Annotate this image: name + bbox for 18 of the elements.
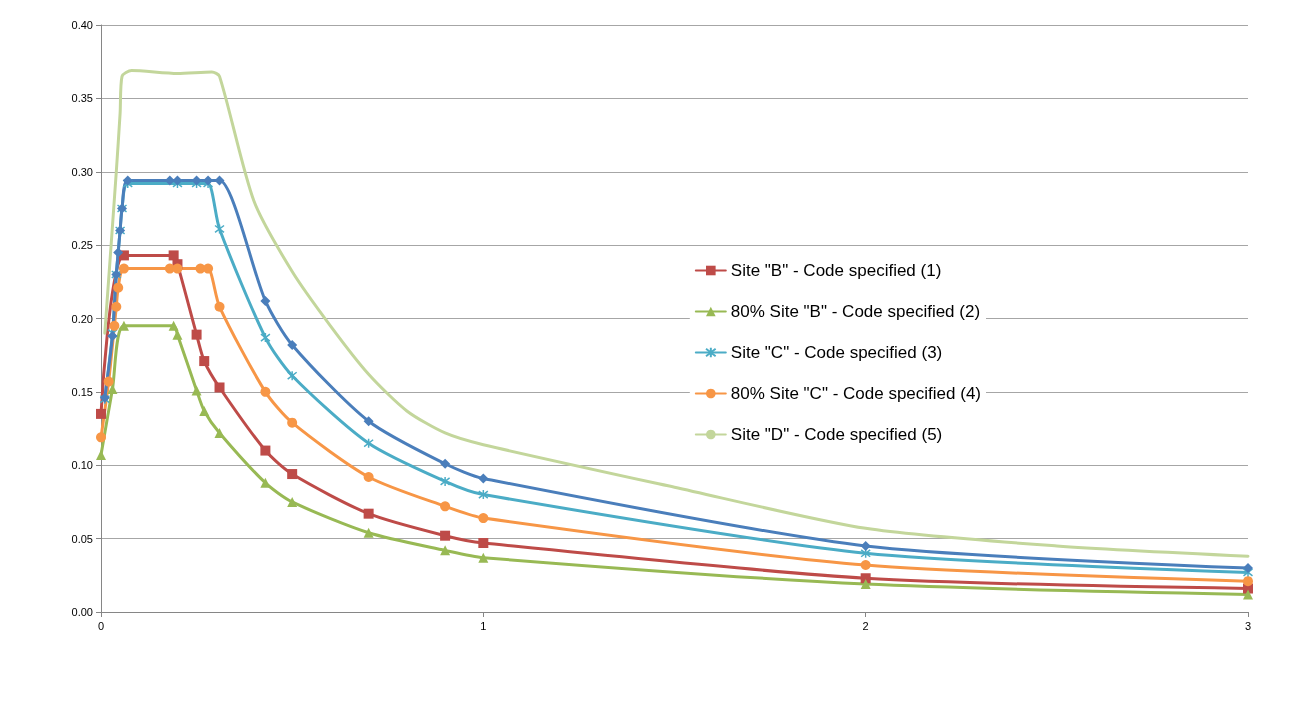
- legend-label: Site "D" - Code specified (5): [730, 425, 943, 444]
- legend-label: Site "B" - Code specified (1): [730, 261, 942, 280]
- legend-label: 80% Site "C" - Code specified (4): [730, 384, 982, 403]
- y-tick-label: 0.35: [71, 92, 93, 105]
- y-tick-label: 0.40: [71, 19, 93, 31]
- x-tick-label: 3: [1244, 619, 1252, 632]
- y-tick-label: 0.00: [71, 606, 93, 618]
- legend-label: 80% Site "B" - Code specified (2): [730, 302, 981, 321]
- y-tick-label: 0.15: [71, 385, 93, 398]
- x-tick-label: 1: [480, 619, 487, 632]
- y-tick-label: 0.30: [71, 165, 93, 178]
- y-tick-label: 0.25: [71, 239, 93, 252]
- x-tick-label: 2: [862, 619, 869, 632]
- x-tick-label: 0: [97, 619, 105, 632]
- y-tick-label: 0.10: [71, 459, 93, 472]
- y-tick-label: 0.05: [71, 532, 93, 545]
- legend-label: Site "C" - Code specified (3): [730, 343, 943, 362]
- y-tick-label: 0.20: [71, 312, 93, 325]
